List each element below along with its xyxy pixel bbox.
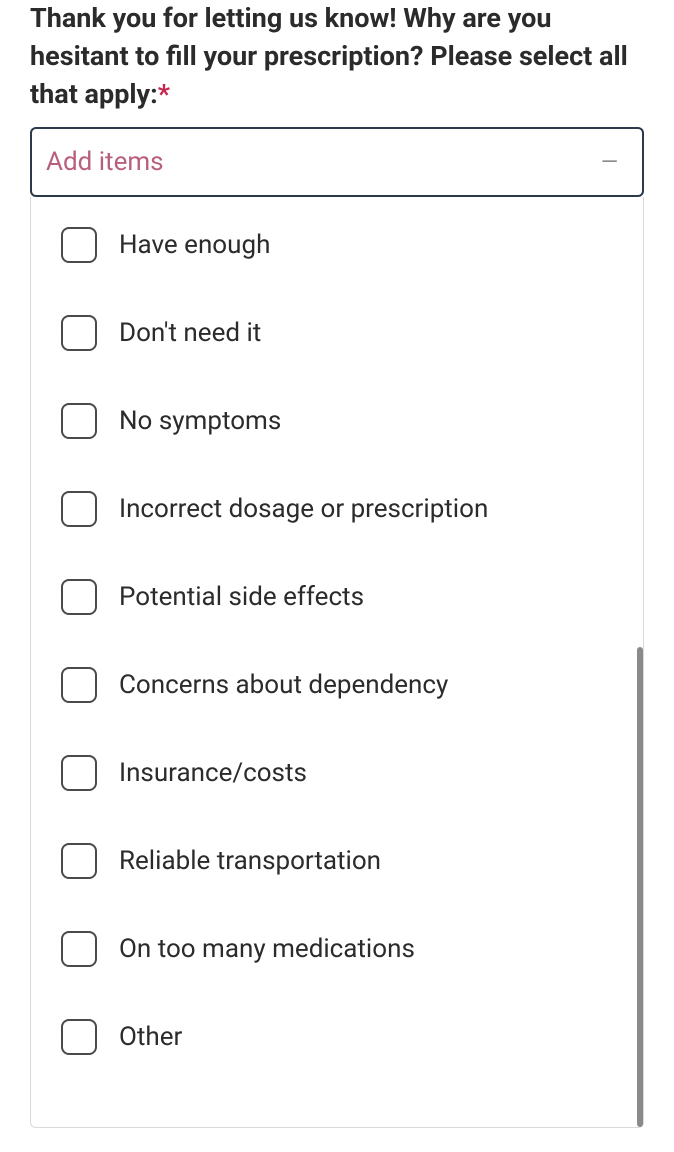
required-indicator: * — [158, 78, 170, 110]
checkbox[interactable] — [61, 1019, 97, 1055]
checkbox[interactable] — [61, 931, 97, 967]
select-placeholder: Add items — [46, 147, 164, 177]
option-dont-need-it[interactable]: Don't need it — [61, 315, 613, 351]
option-label: No symptoms — [119, 406, 281, 436]
options-dropdown-panel: Have enough Don't need it No symptoms In… — [30, 197, 644, 1128]
checkbox[interactable] — [61, 227, 97, 263]
option-label: Potential side effects — [119, 582, 364, 612]
option-label: Reliable transportation — [119, 846, 381, 876]
option-too-many-medications[interactable]: On too many medications — [61, 931, 613, 967]
question-label: Thank you for letting us know! Why are y… — [30, 2, 628, 110]
option-other[interactable]: Other — [61, 1019, 613, 1055]
scrollbar[interactable] — [637, 647, 643, 1127]
checkbox[interactable] — [61, 403, 97, 439]
option-dependency[interactable]: Concerns about dependency — [61, 667, 613, 703]
form-container: Thank you for letting us know! Why are y… — [0, 0, 674, 1128]
option-label: Incorrect dosage or prescription — [119, 494, 488, 524]
option-label: On too many medications — [119, 934, 415, 964]
option-side-effects[interactable]: Potential side effects — [61, 579, 613, 615]
checkbox[interactable] — [61, 315, 97, 351]
multi-select-input[interactable]: Add items — — [30, 127, 644, 197]
option-incorrect-dosage[interactable]: Incorrect dosage or prescription — [61, 491, 613, 527]
checkbox[interactable] — [61, 843, 97, 879]
option-label: Insurance/costs — [119, 758, 307, 788]
option-have-enough[interactable]: Have enough — [61, 227, 613, 263]
question-text: Thank you for letting us know! Why are y… — [30, 0, 644, 113]
option-label: Don't need it — [119, 318, 261, 348]
option-transportation[interactable]: Reliable transportation — [61, 843, 613, 879]
option-no-symptoms[interactable]: No symptoms — [61, 403, 613, 439]
checkbox[interactable] — [61, 491, 97, 527]
option-label: Other — [119, 1022, 182, 1052]
checkbox[interactable] — [61, 667, 97, 703]
option-insurance-costs[interactable]: Insurance/costs — [61, 755, 613, 791]
option-label: Have enough — [119, 230, 270, 260]
checkbox[interactable] — [61, 579, 97, 615]
collapse-icon: — — [601, 150, 620, 175]
checkbox[interactable] — [61, 755, 97, 791]
option-label: Concerns about dependency — [119, 670, 448, 700]
